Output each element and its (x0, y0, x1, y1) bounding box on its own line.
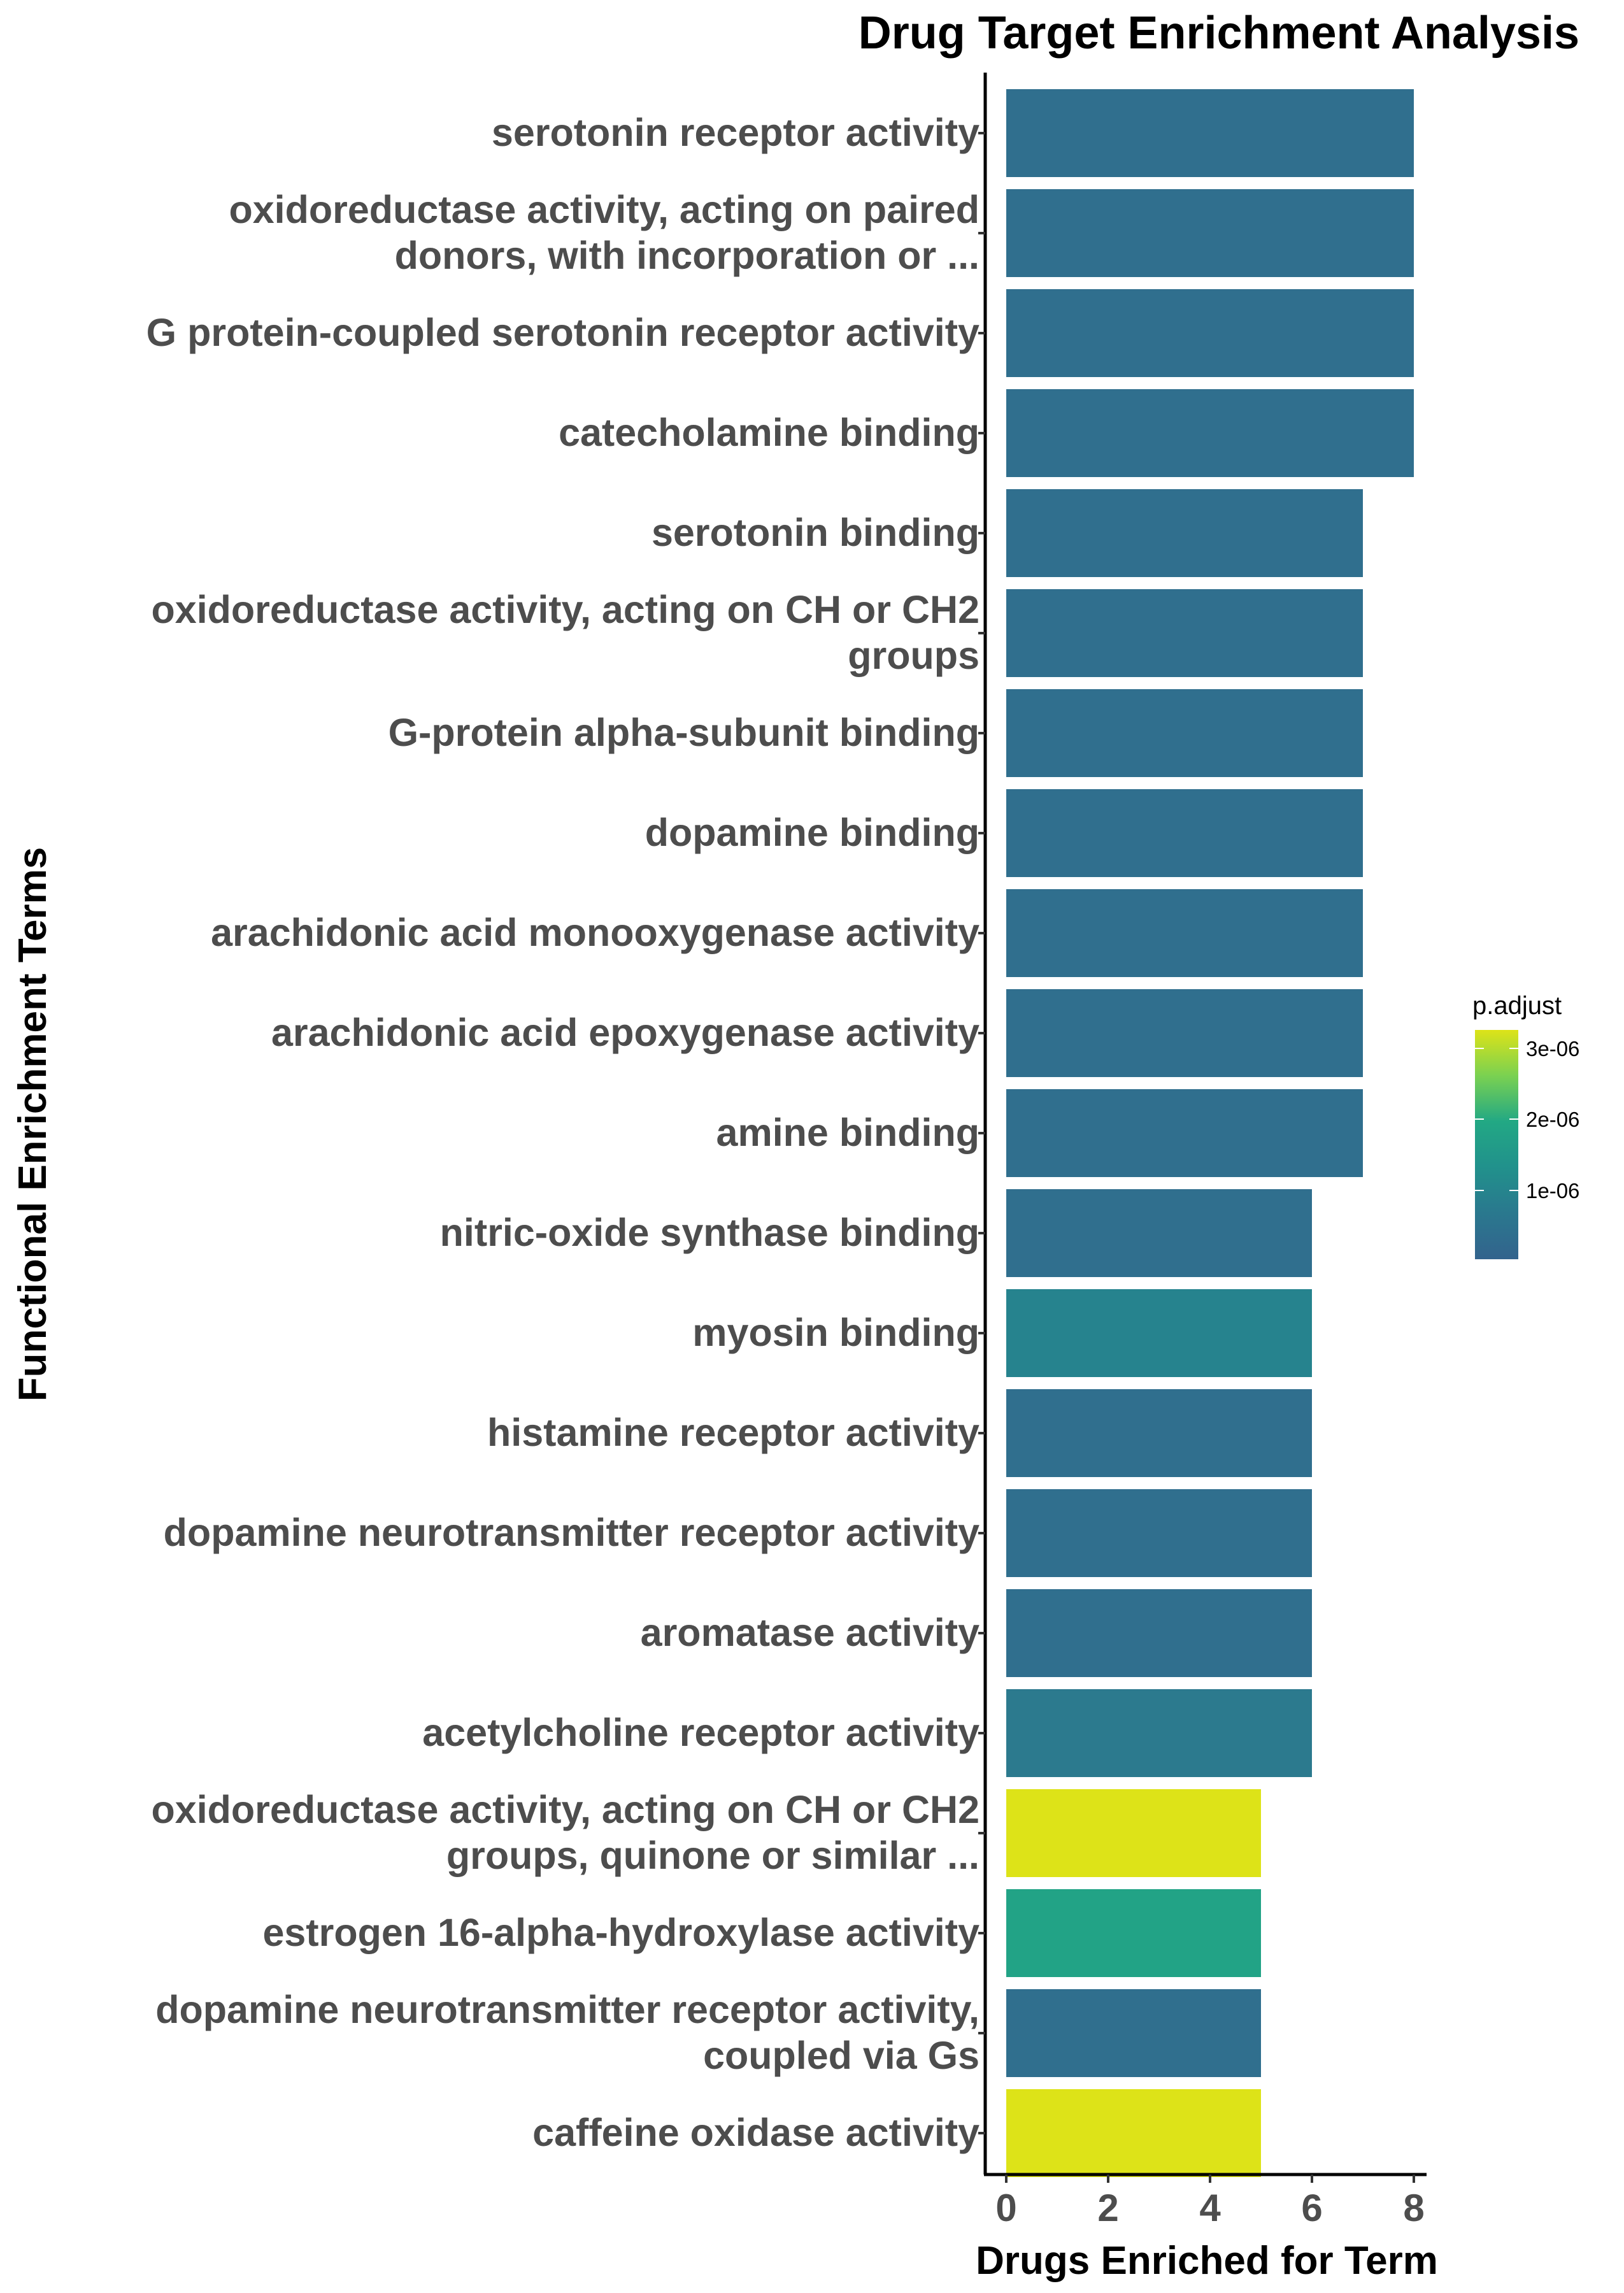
bar (1006, 989, 1363, 1077)
bar (1006, 1089, 1363, 1177)
category-label: histamine receptor activity (487, 1411, 979, 1454)
category-label: dopamine neurotransmitter receptor activ… (155, 1988, 979, 2077)
legend-tick-label: 1e-06 (1526, 1179, 1579, 1203)
category-label: myosin binding (692, 1311, 979, 1354)
x-axis-title: Drugs Enriched for Term (976, 2239, 1438, 2283)
category-label: oxidoreductase activity, acting on CH or… (152, 1788, 979, 1877)
color-legend: p.adjust 3e-06 2e-06 1e-06 (1472, 992, 1579, 1259)
category-label: caffeine oxidase activity (532, 2111, 979, 2154)
x-ticks-group: 0 2 4 6 8 (995, 2175, 1425, 2229)
bar (1006, 789, 1363, 877)
category-labels-group: serotonin receptor activity oxidoreductas… (146, 111, 979, 2154)
x-tick-label: 2 (1097, 2187, 1118, 2229)
category-label: dopamine neurotransmitter receptor activ… (164, 1511, 979, 1554)
legend-colorbar (1475, 1030, 1518, 1259)
category-label: oxidoreductase activity, acting on CH or… (152, 588, 979, 677)
x-tick-label: 0 (995, 2187, 1016, 2229)
bar (1006, 589, 1363, 677)
bar (1006, 389, 1414, 477)
bars-group (1006, 89, 1414, 2177)
category-label: G protein-coupled serotonin receptor act… (146, 311, 979, 354)
x-tick-label: 4 (1199, 2187, 1221, 2229)
bar (1006, 1589, 1312, 1677)
axes-group (978, 73, 1427, 2176)
category-label: estrogen 16-alpha-hydroxylase activity (262, 1911, 979, 1954)
bar (1006, 1489, 1312, 1577)
bar (1006, 689, 1363, 777)
category-label: arachidonic acid monooxygenase activity (211, 911, 979, 954)
legend-tick-label: 2e-06 (1526, 1108, 1579, 1131)
bar (1006, 2089, 1261, 2177)
legend-title: p.adjust (1472, 992, 1562, 1020)
bar (1006, 1889, 1261, 1977)
legend-ticks-group: 3e-06 2e-06 1e-06 (1475, 1037, 1579, 1203)
category-label: oxidoreductase activity, acting on paire… (229, 188, 979, 277)
category-label: arachidonic acid epoxygenase activity (271, 1011, 979, 1054)
category-label: serotonin receptor activity (492, 111, 979, 154)
bar (1006, 889, 1363, 977)
bar (1006, 1789, 1261, 1877)
bar (1006, 89, 1414, 177)
bar (1006, 1189, 1312, 1277)
category-label: aromatase activity (641, 1611, 979, 1654)
category-label: G-protein alpha-subunit binding (388, 711, 979, 754)
category-label: nitric-oxide synthase binding (440, 1211, 979, 1254)
bar (1006, 289, 1414, 377)
bar (1006, 1689, 1312, 1777)
category-label: catecholamine binding (559, 411, 979, 454)
category-label: serotonin binding (652, 511, 979, 554)
bar (1006, 189, 1414, 277)
bar (1006, 1989, 1261, 2077)
bar (1006, 489, 1363, 577)
y-axis-title: Functional Enrichment Terms (11, 847, 55, 1401)
chart-title: Drug Target Enrichment Analysis (858, 8, 1579, 59)
legend-tick-label: 3e-06 (1526, 1037, 1579, 1061)
x-tick-label: 8 (1403, 2187, 1424, 2229)
category-label: acetylcholine receptor activity (422, 1711, 979, 1754)
bar (1006, 1289, 1312, 1377)
category-label: amine binding (716, 1111, 979, 1154)
x-tick-label: 6 (1301, 2187, 1322, 2229)
category-label: dopamine binding (645, 811, 979, 854)
bar (1006, 1389, 1312, 1477)
